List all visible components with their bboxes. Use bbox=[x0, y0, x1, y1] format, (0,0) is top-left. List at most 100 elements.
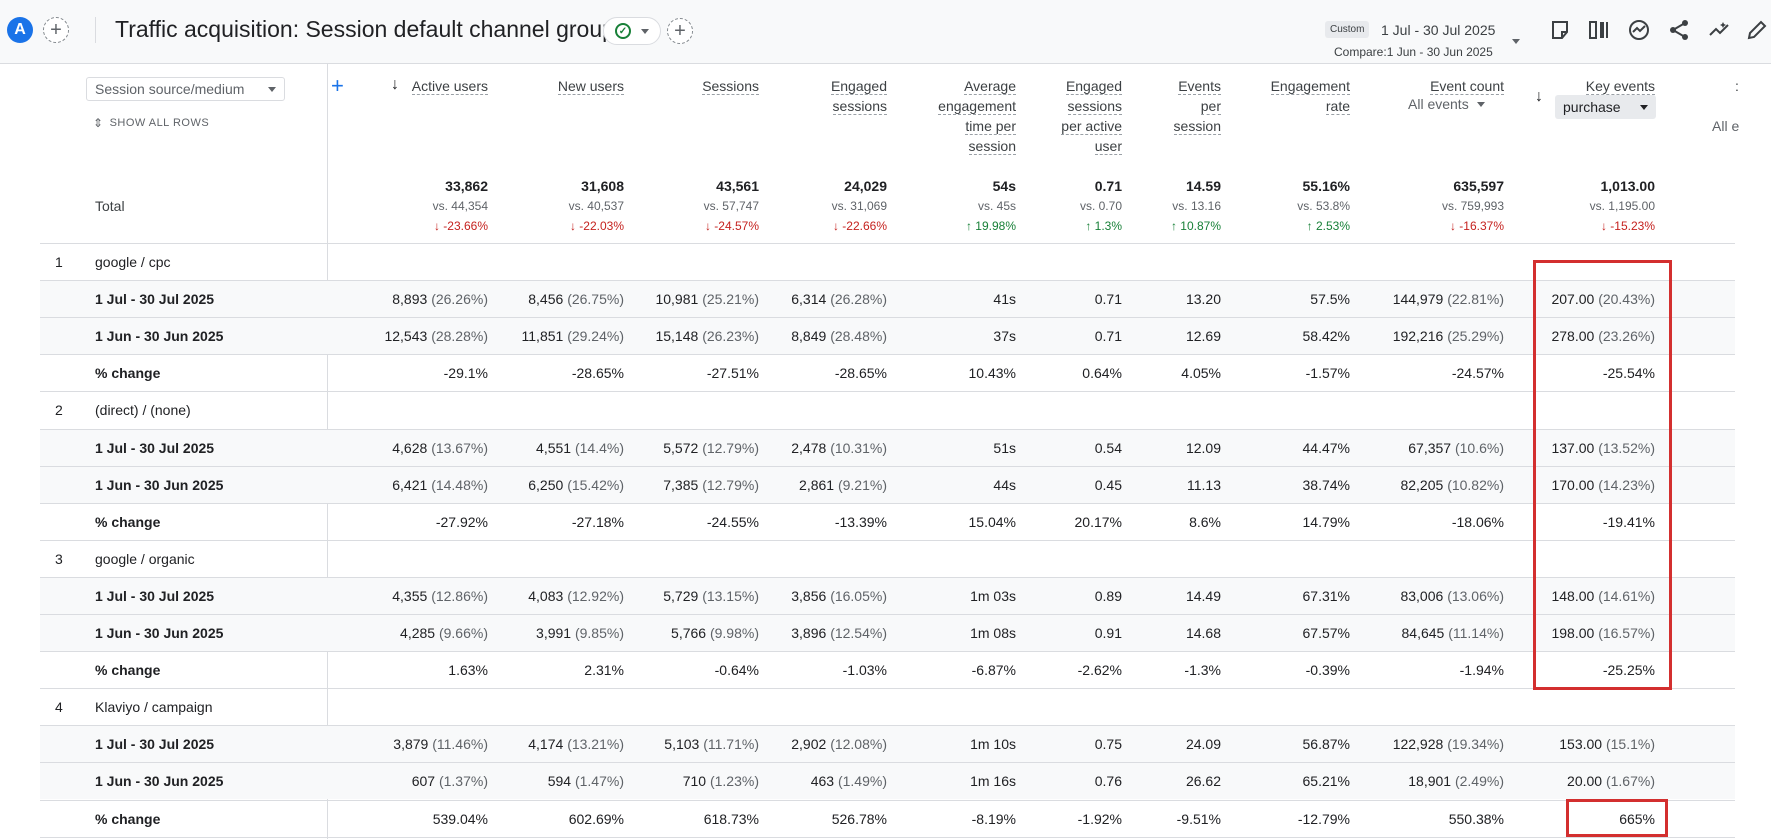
total-change: ↓ -15.23% bbox=[1600, 219, 1655, 233]
date-dropdown-icon[interactable] bbox=[1512, 39, 1520, 44]
column-header[interactable]: Engagement rate bbox=[1240, 76, 1350, 116]
cell-value: -28.65% bbox=[834, 365, 887, 382]
edit-pencil-icon[interactable] bbox=[1745, 18, 1769, 42]
key-event-selector[interactable]: purchase bbox=[1555, 95, 1656, 119]
cell-share: (9.98%) bbox=[709, 625, 759, 641]
insights-icon[interactable] bbox=[1627, 18, 1651, 42]
column-header[interactable]: Sessions bbox=[639, 76, 759, 96]
cell-share: (12.86%) bbox=[431, 587, 488, 604]
truncated-column-header: All e bbox=[1712, 118, 1740, 134]
total-value: 24,029 bbox=[844, 178, 887, 194]
table-row-divider bbox=[40, 391, 1735, 393]
cell-value: -1.92% bbox=[1077, 810, 1122, 827]
table-cell: 618.73% bbox=[619, 811, 759, 827]
table-cell: 2,861 (9.21%) bbox=[757, 477, 887, 493]
table-cell: 8,893 (26.26%) bbox=[338, 291, 488, 307]
add-dimension-button[interactable]: + bbox=[331, 73, 344, 98]
cell-value: 3,856 bbox=[791, 587, 827, 604]
cell-value: 192,216 bbox=[1392, 328, 1444, 345]
cell-value: 41s bbox=[993, 291, 1016, 308]
table-row-divider bbox=[40, 539, 1735, 541]
trending-insights-icon[interactable] bbox=[1707, 18, 1731, 42]
column-header[interactable]: Engaged sessions bbox=[777, 76, 887, 116]
report-status-chip[interactable]: ✓ bbox=[603, 17, 661, 45]
table-cell: 1m 10s bbox=[886, 736, 1016, 752]
dimension-selector[interactable]: Session source/medium bbox=[86, 77, 285, 101]
cell-value: 84,645 bbox=[1401, 625, 1445, 641]
date-range[interactable]: 1 Jul - 30 Jul 2025 bbox=[1381, 22, 1496, 38]
column-header[interactable]: Active users bbox=[358, 76, 488, 96]
cell-share: (10.6%) bbox=[1454, 439, 1504, 456]
table-cell: -24.55% bbox=[619, 514, 759, 530]
total-value: 55.16% bbox=[1302, 178, 1350, 194]
cell-value: -0.39% bbox=[1305, 662, 1350, 679]
cell-value: -13.39% bbox=[834, 513, 887, 530]
compare-date-range[interactable]: Compare:1 Jun - 30 Jun 2025 bbox=[1334, 45, 1493, 59]
table-row-divider bbox=[40, 799, 1735, 801]
total-compare-value: vs. 57,747 bbox=[703, 199, 759, 213]
row-dimension-value[interactable]: Klaviyo / campaign bbox=[95, 699, 213, 716]
column-header[interactable]: Engaged sessions per active user bbox=[1022, 76, 1122, 156]
cell-value: -9.51% bbox=[1176, 810, 1221, 827]
row-dimension-value[interactable]: (direct) / (none) bbox=[95, 402, 191, 419]
cell-share: (23.26%) bbox=[1598, 328, 1655, 345]
cell-value: -27.51% bbox=[706, 365, 759, 382]
cell-value: -8.19% bbox=[971, 810, 1016, 827]
cell-share: (14.23%) bbox=[1598, 476, 1655, 493]
table-row bbox=[40, 318, 1735, 355]
add-filter-button[interactable]: + bbox=[667, 18, 693, 44]
row-dimension-value[interactable]: google / organic bbox=[95, 550, 195, 567]
cell-share: (26.23%) bbox=[702, 328, 759, 345]
table-row bbox=[40, 577, 1735, 614]
table-cell: 0.54 bbox=[1002, 440, 1122, 456]
table-cell: 3,879 (11.46%) bbox=[338, 736, 488, 752]
column-header-line: Event count bbox=[1430, 78, 1504, 95]
event-count-filter[interactable]: All events bbox=[1408, 96, 1485, 112]
cell-value: 7,385 bbox=[663, 476, 699, 493]
table-cell: 526.78% bbox=[757, 811, 887, 827]
row-dimension-value[interactable]: google / cpc bbox=[95, 254, 171, 270]
cell-share: (26.26%) bbox=[431, 291, 488, 308]
cell-value: 6,421 bbox=[392, 476, 428, 493]
share-icon[interactable] bbox=[1667, 18, 1691, 42]
cell-share: (10.31%) bbox=[830, 439, 887, 456]
column-header[interactable]: Events per session bbox=[1131, 76, 1221, 136]
table-cell: 192,216 (25.29%) bbox=[1344, 328, 1504, 344]
total-value: 54s bbox=[992, 178, 1016, 194]
cell-value: 14.79% bbox=[1302, 513, 1350, 530]
show-all-rows-button[interactable]: ⇕ SHOW ALL ROWS bbox=[93, 116, 209, 130]
column-header[interactable]: Average engagement time per session bbox=[906, 76, 1016, 156]
cell-value: 1m 10s bbox=[970, 736, 1016, 753]
row-number: 4 bbox=[55, 699, 63, 716]
row-period-label: 1 Jul - 30 Jul 2025 bbox=[95, 587, 215, 604]
account-avatar[interactable]: A bbox=[7, 17, 33, 43]
cell-share: (12.54%) bbox=[830, 625, 887, 641]
table-cell: -0.64% bbox=[619, 662, 759, 678]
notes-icon[interactable] bbox=[1548, 18, 1572, 42]
add-comparison-button[interactable]: + bbox=[43, 17, 69, 43]
cell-value: -18.06% bbox=[1451, 513, 1504, 530]
sort-descending-icon[interactable]: ↓ bbox=[391, 76, 399, 93]
cell-value: 4.05% bbox=[1181, 365, 1221, 382]
sort-descending-icon[interactable]: ↓ bbox=[1535, 88, 1543, 105]
chevron-down-icon bbox=[268, 86, 276, 92]
column-header[interactable]: Event count bbox=[1364, 76, 1504, 96]
table-cell: 1m 16s bbox=[886, 773, 1016, 789]
table-cell: 51s bbox=[886, 440, 1016, 456]
chevron-down-icon bbox=[641, 28, 649, 34]
cell-value: 0.64% bbox=[1082, 365, 1122, 382]
column-header-line: per active bbox=[1061, 118, 1122, 135]
cell-value: 5,729 bbox=[663, 587, 699, 604]
table-cell: 20.00 (1.67%) bbox=[1495, 773, 1655, 789]
cell-value: 0.45 bbox=[1094, 476, 1122, 493]
compare-columns-icon[interactable] bbox=[1587, 18, 1611, 42]
column-header[interactable]: Key events bbox=[1515, 76, 1655, 96]
row-period-label: 1 Jun - 30 Jun 2025 bbox=[95, 773, 224, 790]
cell-value: 8,849 bbox=[791, 328, 827, 345]
table-cell: 3,991 (9.85%) bbox=[474, 625, 624, 641]
column-header[interactable]: New users bbox=[494, 76, 624, 96]
chevron-down-icon bbox=[1640, 104, 1648, 110]
cell-value: 10.43% bbox=[968, 365, 1016, 382]
cell-share: (11.14%) bbox=[1448, 625, 1504, 641]
column-header-line: Engagement bbox=[1270, 78, 1350, 95]
